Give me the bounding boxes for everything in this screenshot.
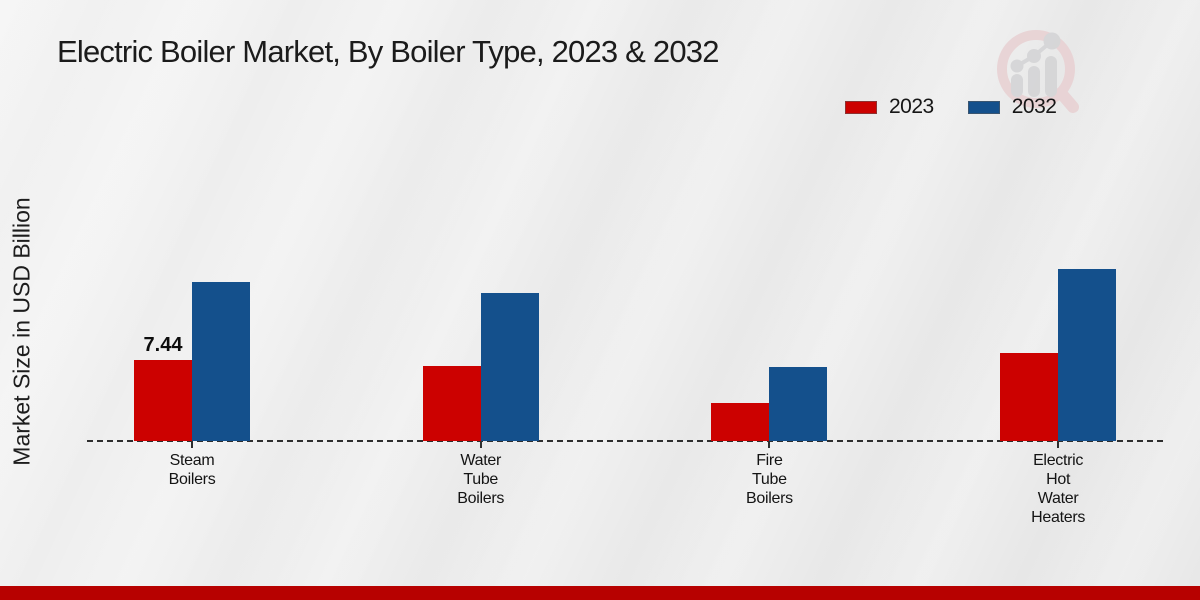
bar-2032-electric-hot-water-heaters	[1058, 269, 1117, 441]
legend: 2023 2032	[845, 95, 1057, 119]
footer-bar	[0, 586, 1200, 600]
legend-item-2032: 2032	[967, 95, 1057, 119]
legend-swatch-2032	[967, 100, 1000, 114]
category-label-steam-boilers: Steam Boilers	[168, 452, 216, 488]
category-label-electric-hot-water-heaters: Electric Hot Water Heaters	[1031, 452, 1086, 526]
legend-swatch-2023	[845, 100, 877, 114]
watermark-logo	[988, 26, 1080, 121]
bar-2032-water-tube-boilers	[480, 293, 539, 441]
tick-mark	[191, 442, 193, 448]
magnifier-bar-chart-icon	[997, 30, 1079, 113]
bar-value-label: 7.44	[143, 334, 183, 356]
baseline	[87, 440, 1163, 442]
legend-label-2023: 2023	[889, 95, 934, 118]
category-label-fire-tube-boilers: Fire Tube Boilers	[745, 452, 793, 507]
tick-mark	[768, 442, 771, 448]
bar-2023-fire-tube-boilers	[711, 403, 770, 441]
bar-2023-steam-boilers	[134, 360, 192, 441]
legend-item-2023: 2023	[845, 95, 934, 119]
category-label-water-tube-boilers: Water Tube Boilers	[457, 452, 505, 507]
bar-2023-electric-hot-water-heaters	[1000, 353, 1059, 441]
page-title: Electric Boiler Market, By Boiler Type, …	[57, 34, 719, 69]
legend-label-2032: 2032	[1011, 95, 1057, 118]
bar-2023-water-tube-boilers	[422, 366, 481, 441]
tick-mark	[1057, 442, 1060, 448]
tick-mark	[479, 442, 482, 448]
bar-2032-steam-boilers	[192, 282, 250, 441]
bar-2032-fire-tube-boilers	[769, 367, 828, 441]
